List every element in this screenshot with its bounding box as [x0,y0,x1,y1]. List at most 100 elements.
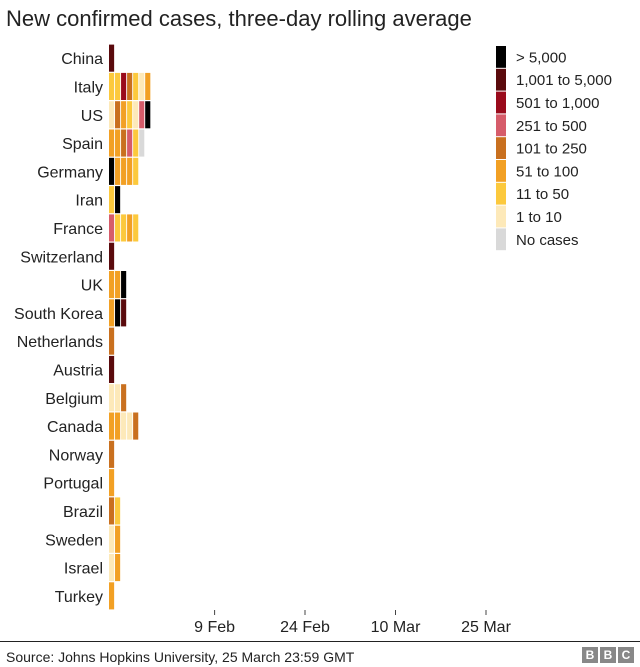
heatmap-cell [109,497,115,525]
legend-swatch [496,228,506,251]
heatmap-row [109,412,139,440]
heatmap-cell [121,129,127,157]
country-label: Norway [49,447,103,464]
legend-swatch [496,182,506,205]
bbc-logo-letter: B [582,647,598,663]
country-label: Austria [53,362,103,379]
heatmap-row [109,186,121,214]
heatmap-cell [139,129,145,157]
heatmap-row [109,214,139,242]
heatmap-cell [109,554,115,582]
x-tick-label: 9 Feb [194,619,235,636]
country-label: UK [81,278,104,295]
legend-swatch [496,68,506,91]
heatmap-row [109,440,115,468]
heatmap-cell [115,157,121,185]
country-label: Turkey [55,589,103,606]
heatmap-row [109,327,115,355]
heatmap-cell [115,412,121,440]
country-labels: China Italy US Spain Germany Iran France Switze… [14,51,103,606]
legend-label: No cases [516,232,579,249]
heatmap-row [109,355,115,383]
heatmap-cell [115,384,121,412]
heatmap-cell [109,327,115,355]
heatmap-row [109,72,151,100]
heatmap-cell [109,412,115,440]
heatmap-cell [121,384,127,412]
heatmap-chart: China Italy US Spain Germany Iran France Switze… [14,44,612,636]
heatmap-row [109,582,115,610]
country-label: Israel [64,561,103,578]
heatmap-cell [127,72,133,100]
country-label: South Korea [14,306,103,323]
heatmap-cell [133,412,139,440]
heatmap-cell [145,72,151,100]
legend-swatch [496,205,506,228]
heatmap-cell [127,412,133,440]
bbc-logo-letter: C [618,647,634,663]
bbc-logo-letter: B [600,647,616,663]
heatmap-cell [115,214,121,242]
heatmap-cell [121,214,127,242]
country-label: Canada [47,419,103,436]
heatmap-cell [109,101,115,129]
heatmap-cell [133,214,139,242]
heatmap-row [109,157,139,185]
heatmap-cell [145,101,151,129]
heatmap-cell [121,157,127,185]
heatmap-cell [109,469,115,497]
country-label: Belgium [45,391,103,408]
chart-title: New confirmed cases, three-day rolling a… [6,6,472,31]
heatmap-row [109,469,115,497]
heatmap-cell [109,355,115,383]
heatmap-cell [127,157,133,185]
country-label: Sweden [45,532,103,549]
heatmap-row [109,299,127,327]
country-label: Netherlands [17,334,103,351]
legend-label: 251 to 500 [516,118,587,135]
legend-label: 101 to 250 [516,141,587,158]
heatmap-cell [109,440,115,468]
heatmap-row [109,525,121,553]
heatmap-row [109,101,151,129]
country-label: China [61,51,103,68]
legend-swatch [496,91,506,114]
legend-label: 1 to 10 [516,209,562,226]
heatmap-cell [121,271,127,299]
source-note: Source: Johns Hopkins University, 25 Mar… [6,649,355,665]
heatmap-row [109,271,127,299]
heatmap-cell [109,271,115,299]
legend-label: 51 to 100 [516,163,579,180]
heatmap-cell [109,214,115,242]
heatmap-cell [109,129,115,157]
heatmap-cell [121,72,127,100]
heatmap-cell [133,129,139,157]
heatmap-cell [115,271,121,299]
country-label: Italy [74,80,103,97]
country-label: Spain [62,136,103,153]
heatmap-cell [139,72,145,100]
country-label: Iran [75,193,103,210]
legend-swatch [496,137,506,159]
heatmap-cell [127,214,133,242]
heatmap-row [109,384,127,412]
heatmap-row [109,129,145,157]
legend-label: > 5,000 [516,49,566,66]
country-label: Switzerland [20,249,103,266]
country-label: Germany [37,164,103,181]
heatmap-cell [121,299,127,327]
heatmap-row [109,44,115,72]
bbc-logo: B B C [582,647,634,663]
heatmap-cell [133,101,139,129]
heatmap-rows [109,44,151,610]
heatmap-cell [109,525,115,553]
country-label: Portugal [43,476,103,493]
country-label: Brazil [63,504,103,521]
heatmap-row [109,554,121,582]
heatmap-cell [115,72,121,100]
country-label: France [53,221,103,238]
heatmap-cell [115,299,121,327]
heatmap-cell [109,384,115,412]
footer-divider [0,641,640,642]
heatmap-cell [109,582,115,610]
